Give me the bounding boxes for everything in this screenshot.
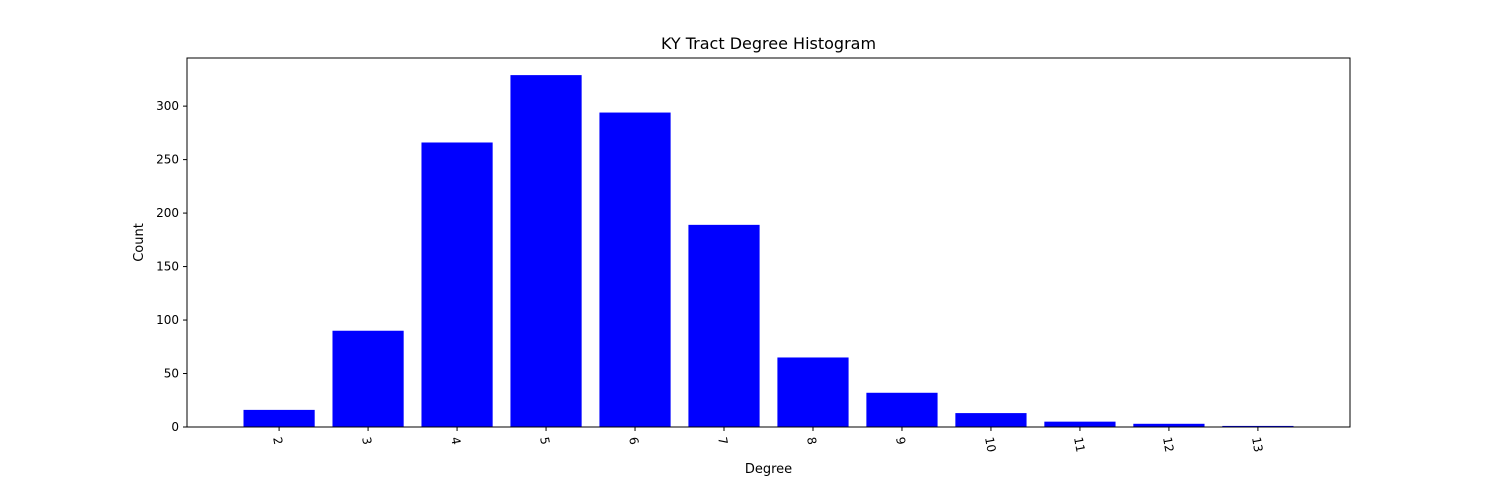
bar-degree-6: [599, 112, 671, 428]
bar-degree-10: [955, 413, 1027, 427]
x-tick-label: 7: [715, 436, 730, 446]
x-tick-label: 12: [1160, 436, 1176, 453]
x-tick-label: 2: [270, 436, 285, 446]
bar-degree-9: [866, 392, 938, 427]
y-tick-label: 100: [156, 313, 179, 327]
bar-degree-5: [510, 75, 582, 428]
x-tick-label: 5: [537, 436, 552, 446]
plot-frame: [186, 57, 1351, 428]
y-tick-label: 0: [171, 420, 179, 434]
bar-degree-8: [777, 357, 849, 427]
bar-degree-4: [421, 142, 493, 427]
y-tick-label: 250: [156, 153, 179, 167]
x-tick-label: 6: [626, 436, 641, 446]
bar-degree-11: [1044, 421, 1116, 427]
bar-degree-7: [688, 224, 760, 427]
bar-degree-13: [1222, 425, 1294, 427]
bar-degree-2: [243, 409, 315, 427]
x-tick-label: 13: [1249, 436, 1265, 453]
y-tick-label: 200: [156, 206, 179, 220]
chart-title: KY Tract Degree Histogram: [661, 34, 876, 53]
y-tick-label: 150: [156, 260, 179, 274]
x-tick-label: 10: [982, 436, 998, 453]
x-tick-label: 8: [804, 436, 819, 446]
y-axis-ticks: 0 50 100 150 200 250 300: [156, 99, 187, 434]
x-axis-ticks: 2 3 4 5 6 7 8 9 10 11 12 13: [270, 427, 1265, 453]
x-axis-label: Degree: [745, 462, 792, 477]
x-tick-label: 4: [448, 436, 463, 446]
y-tick-label: 50: [164, 367, 179, 381]
x-tick-label: 11: [1071, 436, 1087, 453]
y-axis-label: Count: [132, 223, 147, 262]
bar-degree-3: [332, 330, 404, 427]
y-tick-label: 300: [156, 99, 179, 113]
x-tick-label: 3: [359, 436, 374, 446]
x-tick-label: 9: [893, 436, 908, 446]
bars-group: [243, 75, 1294, 428]
bar-degree-12: [1133, 423, 1205, 427]
